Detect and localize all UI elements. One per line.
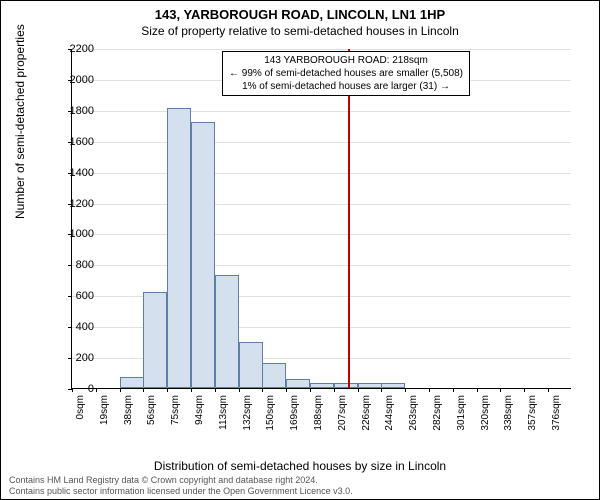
- ytick-label: 0: [54, 383, 94, 395]
- footer-line2: Contains public sector information licen…: [9, 486, 353, 497]
- xtick-label: 38sqm: [123, 395, 134, 425]
- xtick-mark: [548, 388, 549, 392]
- gridline: [72, 265, 571, 266]
- xtick-mark: [310, 388, 311, 392]
- title-subtitle: Size of property relative to semi-detach…: [1, 22, 599, 42]
- x-axis-label: Distribution of semi-detached houses by …: [1, 459, 599, 473]
- ytick-label: 800: [54, 259, 94, 271]
- xtick-mark: [381, 388, 382, 392]
- xtick-label: 357sqm: [527, 395, 538, 431]
- annotation-line3: 1% of semi-detached houses are larger (3…: [229, 80, 463, 93]
- ytick-label: 1600: [54, 136, 94, 148]
- histogram-bar: [286, 379, 310, 388]
- xtick-label: 282sqm: [432, 395, 443, 431]
- xtick-mark: [96, 388, 97, 392]
- xtick-label: 19sqm: [99, 395, 110, 425]
- xtick-label: 320sqm: [480, 395, 491, 431]
- xtick-label: 188sqm: [313, 395, 324, 431]
- xtick-label: 75sqm: [170, 395, 181, 425]
- histogram-bar: [262, 363, 286, 388]
- xtick-mark: [120, 388, 121, 392]
- xtick-label: 169sqm: [289, 395, 300, 431]
- xtick-label: 376sqm: [551, 395, 562, 431]
- xtick-mark: [239, 388, 240, 392]
- annotation-line1: 143 YARBOROUGH ROAD: 218sqm: [229, 54, 463, 67]
- ytick-label: 1800: [54, 105, 94, 117]
- histogram-bar: [334, 383, 358, 388]
- xtick-label: 226sqm: [361, 395, 372, 431]
- xtick-mark: [215, 388, 216, 392]
- annotation-box: 143 YARBOROUGH ROAD: 218sqm← 99% of semi…: [222, 51, 470, 96]
- ytick-label: 1400: [54, 167, 94, 179]
- chart-container: 143, YARBOROUGH ROAD, LINCOLN, LN1 1HP S…: [0, 0, 600, 500]
- xtick-label: 338sqm: [503, 395, 514, 431]
- xtick-mark: [453, 388, 454, 392]
- footer-line1: Contains HM Land Registry data © Crown c…: [9, 475, 353, 486]
- footer-attribution: Contains HM Land Registry data © Crown c…: [9, 475, 353, 497]
- gridline: [72, 173, 571, 174]
- y-axis-label: Number of semi-detached properties: [13, 24, 27, 219]
- histogram-bar: [191, 122, 215, 388]
- xtick-mark: [358, 388, 359, 392]
- histogram-bar: [120, 377, 144, 388]
- ytick-label: 1200: [54, 198, 94, 210]
- xtick-label: 113sqm: [218, 395, 229, 430]
- xtick-mark: [405, 388, 406, 392]
- xtick-mark: [143, 388, 144, 392]
- xtick-mark: [500, 388, 501, 392]
- xtick-label: 301sqm: [456, 395, 467, 431]
- xtick-mark: [191, 388, 192, 392]
- ytick-label: 2000: [54, 74, 94, 86]
- xtick-mark: [524, 388, 525, 392]
- xtick-label: 263sqm: [408, 395, 419, 431]
- ytick-label: 600: [54, 290, 94, 302]
- ytick-label: 400: [54, 321, 94, 333]
- title-main: 143, YARBOROUGH ROAD, LINCOLN, LN1 1HP: [1, 1, 599, 22]
- histogram-bar: [310, 383, 334, 388]
- histogram-bar: [143, 292, 167, 388]
- histogram-bar: [167, 108, 191, 388]
- plot-area: 143 YARBOROUGH ROAD: 218sqm← 99% of semi…: [71, 49, 571, 389]
- xtick-label: 56sqm: [146, 395, 157, 425]
- ytick-label: 2200: [54, 43, 94, 55]
- xtick-mark: [429, 388, 430, 392]
- xtick-mark: [167, 388, 168, 392]
- gridline: [72, 111, 571, 112]
- gridline: [72, 204, 571, 205]
- gridline: [72, 49, 571, 50]
- histogram-bar: [358, 383, 382, 388]
- histogram-bar: [239, 342, 263, 388]
- gridline: [72, 234, 571, 235]
- histogram-bar: [215, 275, 239, 388]
- histogram-bar: [381, 383, 405, 388]
- xtick-mark: [286, 388, 287, 392]
- annotation-line2: ← 99% of semi-detached houses are smalle…: [229, 67, 463, 80]
- xtick-label: 132sqm: [242, 395, 253, 431]
- xtick-label: 150sqm: [265, 395, 276, 431]
- ytick-label: 1000: [54, 228, 94, 240]
- xtick-label: 94sqm: [194, 395, 205, 425]
- xtick-label: 207sqm: [337, 395, 348, 431]
- xtick-mark: [262, 388, 263, 392]
- xtick-label: 0sqm: [75, 395, 86, 419]
- xtick-label: 244sqm: [384, 395, 395, 431]
- xtick-mark: [477, 388, 478, 392]
- reference-line: [348, 49, 350, 388]
- ytick-label: 200: [54, 352, 94, 364]
- xtick-mark: [334, 388, 335, 392]
- gridline: [72, 142, 571, 143]
